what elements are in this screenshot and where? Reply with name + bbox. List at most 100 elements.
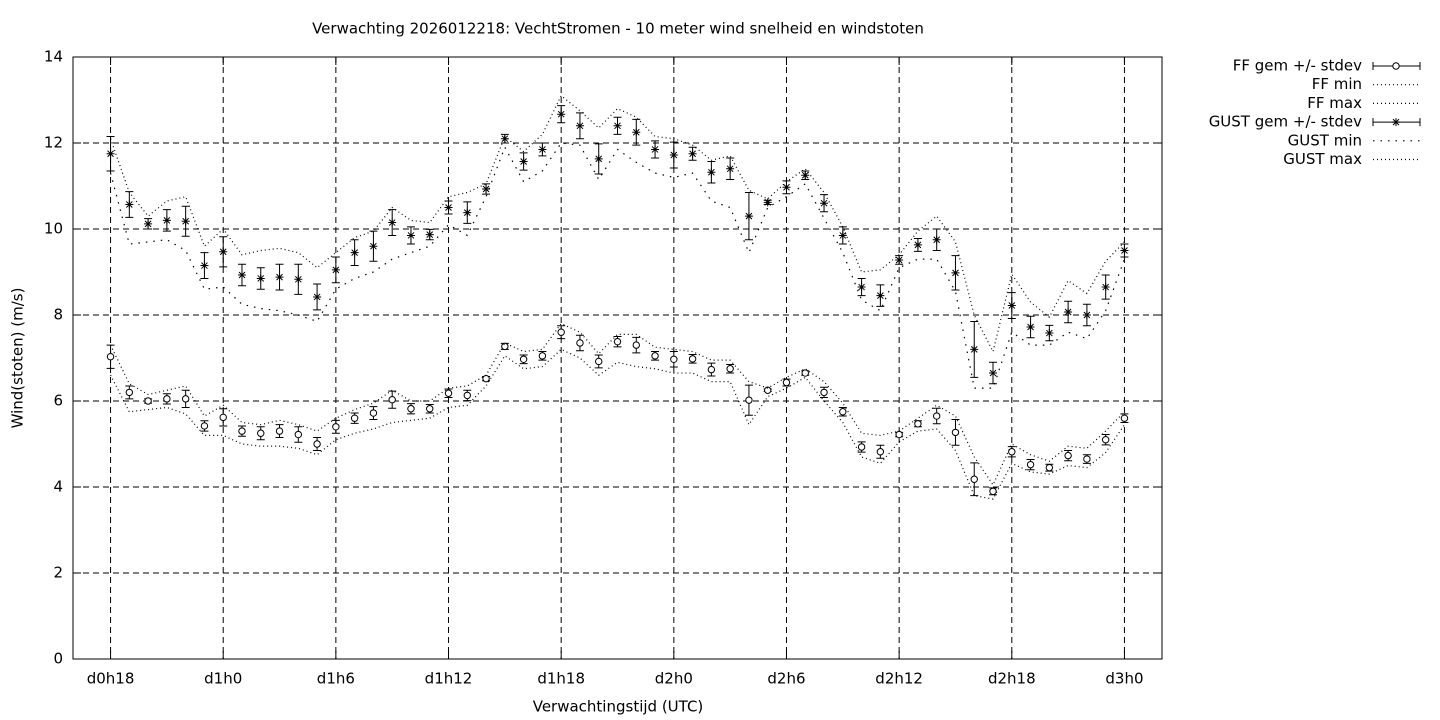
y-tick-label: 12 xyxy=(44,134,63,152)
marker xyxy=(951,428,960,437)
marker xyxy=(557,110,566,119)
marker xyxy=(219,413,227,422)
marker xyxy=(613,121,622,130)
marker xyxy=(989,369,998,378)
marker xyxy=(820,388,828,397)
marker xyxy=(857,283,866,292)
marker xyxy=(595,357,603,366)
marker xyxy=(144,397,152,405)
marker xyxy=(388,218,397,227)
marker xyxy=(726,365,734,373)
legend-label: GUST max xyxy=(1283,150,1362,168)
marker xyxy=(1064,307,1073,316)
marker xyxy=(294,275,303,284)
marker xyxy=(181,217,190,226)
marker xyxy=(895,255,904,264)
marker xyxy=(294,430,303,439)
plot-border xyxy=(72,56,1163,660)
marker xyxy=(576,339,584,347)
legend-label: GUST gem +/- stdev xyxy=(1209,113,1362,131)
legend-label: FF gem +/- stdev xyxy=(1233,57,1362,75)
marker xyxy=(913,240,922,249)
chart-title: Verwachting 2026012218: VechtStromen - 1… xyxy=(312,20,924,38)
marker xyxy=(256,274,265,283)
marker xyxy=(500,134,509,143)
marker xyxy=(744,212,753,221)
marker xyxy=(331,265,340,274)
marker xyxy=(632,128,641,137)
marker xyxy=(613,337,622,346)
marker xyxy=(782,183,791,192)
x-tick-label: d2h12 xyxy=(875,670,923,688)
line xyxy=(109,142,1126,389)
marker xyxy=(914,420,922,428)
marker xyxy=(745,396,753,404)
marker xyxy=(482,374,490,383)
marker xyxy=(763,198,772,207)
marker xyxy=(200,261,209,270)
legend-label: FF max xyxy=(1307,94,1362,112)
y-tick-label: 8 xyxy=(53,306,63,324)
marker xyxy=(1101,436,1110,444)
marker xyxy=(839,408,847,416)
line xyxy=(110,348,1125,500)
marker xyxy=(726,164,735,173)
marker xyxy=(764,386,772,394)
y-tick-label: 2 xyxy=(53,564,63,582)
y-tick-label: 4 xyxy=(53,478,63,496)
marker xyxy=(444,203,453,212)
x-tick-label: d1h0 xyxy=(204,670,242,688)
marker xyxy=(369,242,378,251)
marker xyxy=(519,157,528,166)
x-tick-label: d2h0 xyxy=(655,670,693,688)
x-axis-label: Verwachtingstijd (UTC) xyxy=(533,698,704,716)
marker xyxy=(932,412,941,420)
x-tick-label: d1h6 xyxy=(317,670,355,688)
marker xyxy=(575,121,584,130)
x-tick-label: d2h6 xyxy=(767,670,805,688)
marker xyxy=(594,154,603,163)
marker xyxy=(820,199,829,208)
marker xyxy=(1082,311,1091,319)
y-tick-label: 10 xyxy=(44,220,63,238)
marker xyxy=(557,328,565,336)
marker xyxy=(1008,448,1016,456)
marker xyxy=(838,231,847,240)
marker xyxy=(707,365,716,374)
marker xyxy=(1026,460,1035,469)
y-tick-label: 0 xyxy=(53,650,63,668)
marker xyxy=(688,149,697,158)
marker xyxy=(181,395,190,403)
marker xyxy=(275,427,284,435)
marker xyxy=(538,145,547,154)
marker xyxy=(876,291,885,300)
x-tick-label: d0h18 xyxy=(87,670,135,688)
marker xyxy=(951,268,960,277)
marker xyxy=(144,219,153,228)
marker xyxy=(1045,329,1054,338)
x-tick-label: d1h18 xyxy=(537,670,585,688)
marker xyxy=(1392,118,1400,127)
marker xyxy=(125,388,134,397)
x-tick-label: d3h0 xyxy=(1105,670,1143,688)
marker xyxy=(970,475,978,483)
marker xyxy=(651,145,660,154)
marker xyxy=(707,168,716,177)
marker xyxy=(313,292,322,301)
marker xyxy=(106,353,115,361)
marker xyxy=(406,231,415,240)
marker xyxy=(482,185,491,194)
marker xyxy=(332,423,340,431)
marker xyxy=(162,216,171,225)
legend-label: FF min xyxy=(1312,75,1362,93)
legend-label: GUST min xyxy=(1288,131,1362,149)
marker xyxy=(275,273,284,282)
marker xyxy=(1007,301,1016,310)
marker xyxy=(669,151,678,160)
marker xyxy=(1026,323,1035,332)
marker xyxy=(1392,62,1400,70)
marker xyxy=(257,429,265,437)
marker xyxy=(970,345,979,354)
